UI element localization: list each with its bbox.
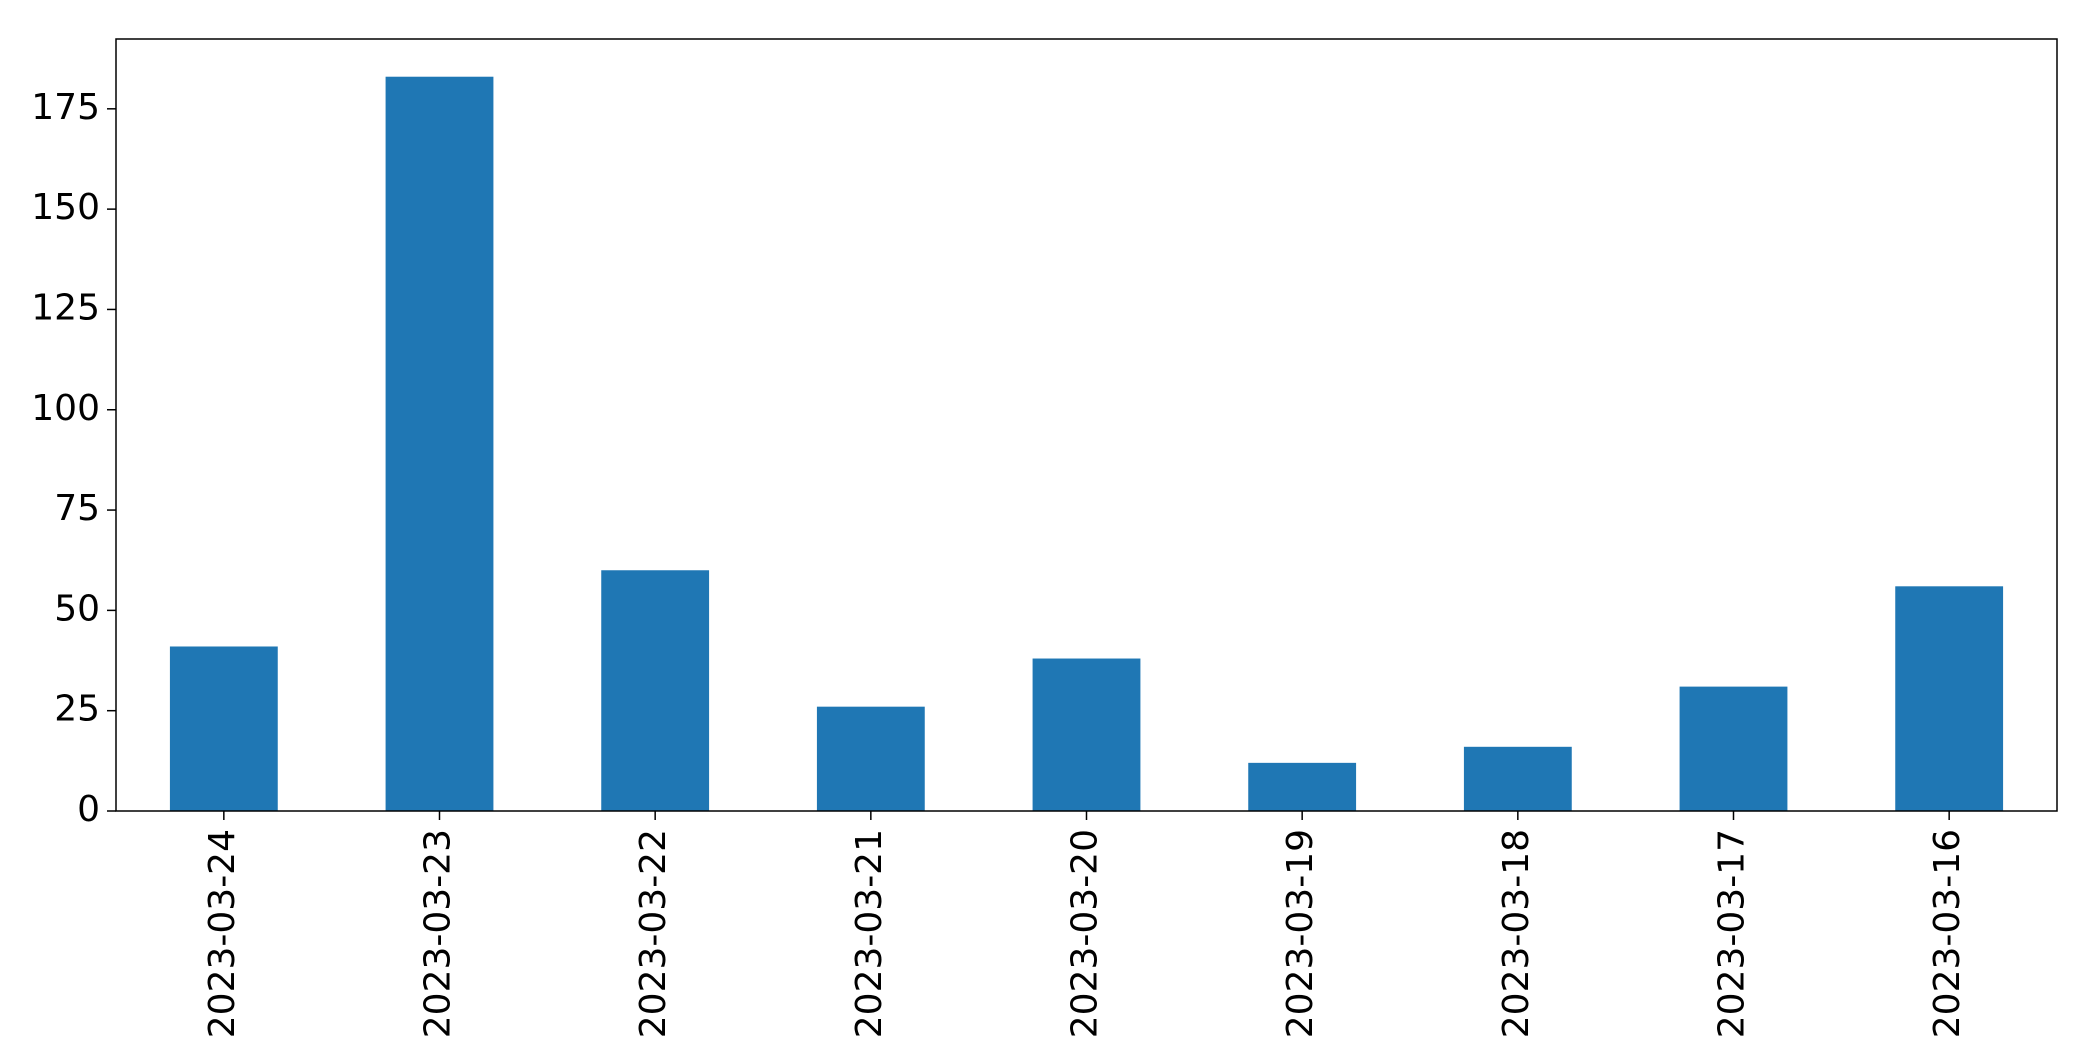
y-tick-label: 25 [54,689,100,730]
x-tick-label: 2023-03-23 [418,829,459,1038]
x-tick-label: 2023-03-24 [202,829,243,1038]
x-tick-label: 2023-03-20 [1065,829,1106,1038]
bar-2023-03-21 [816,706,925,811]
bar-2023-03-20 [1032,658,1141,811]
y-tick-label: 125 [31,287,100,328]
bar-2023-03-24 [169,646,278,811]
x-tick-label: 2023-03-17 [1712,829,1753,1038]
bar-2023-03-19 [1248,762,1357,811]
x-tick-label: 2023-03-19 [1280,829,1321,1038]
bars-group [169,76,2004,811]
y-tick-label: 0 [77,789,100,830]
x-tick-label: 2023-03-16 [1927,829,1968,1038]
bar-2023-03-17 [1679,686,1788,811]
y-tick-label: 75 [54,488,100,529]
x-tick-label: 2023-03-18 [1496,829,1537,1038]
y-axis: 0 25 50 75 100 125 150 175 [31,87,116,830]
y-tick-label: 100 [31,388,100,429]
x-tick-label: 2023-03-22 [633,829,674,1038]
y-tick-label: 50 [54,588,100,629]
bar-2023-03-22 [601,570,710,811]
bar-2023-03-16 [1895,586,2004,811]
bar-2023-03-18 [1463,746,1572,811]
x-axis: 2023-03-24 2023-03-23 2023-03-22 2023-03-21… [202,811,1968,1038]
y-tick-label: 175 [31,87,100,128]
bar-2023-03-23 [385,76,494,811]
x-tick-label: 2023-03-21 [849,829,890,1038]
plot-frame [115,38,2058,812]
y-tick-label: 150 [31,187,100,228]
